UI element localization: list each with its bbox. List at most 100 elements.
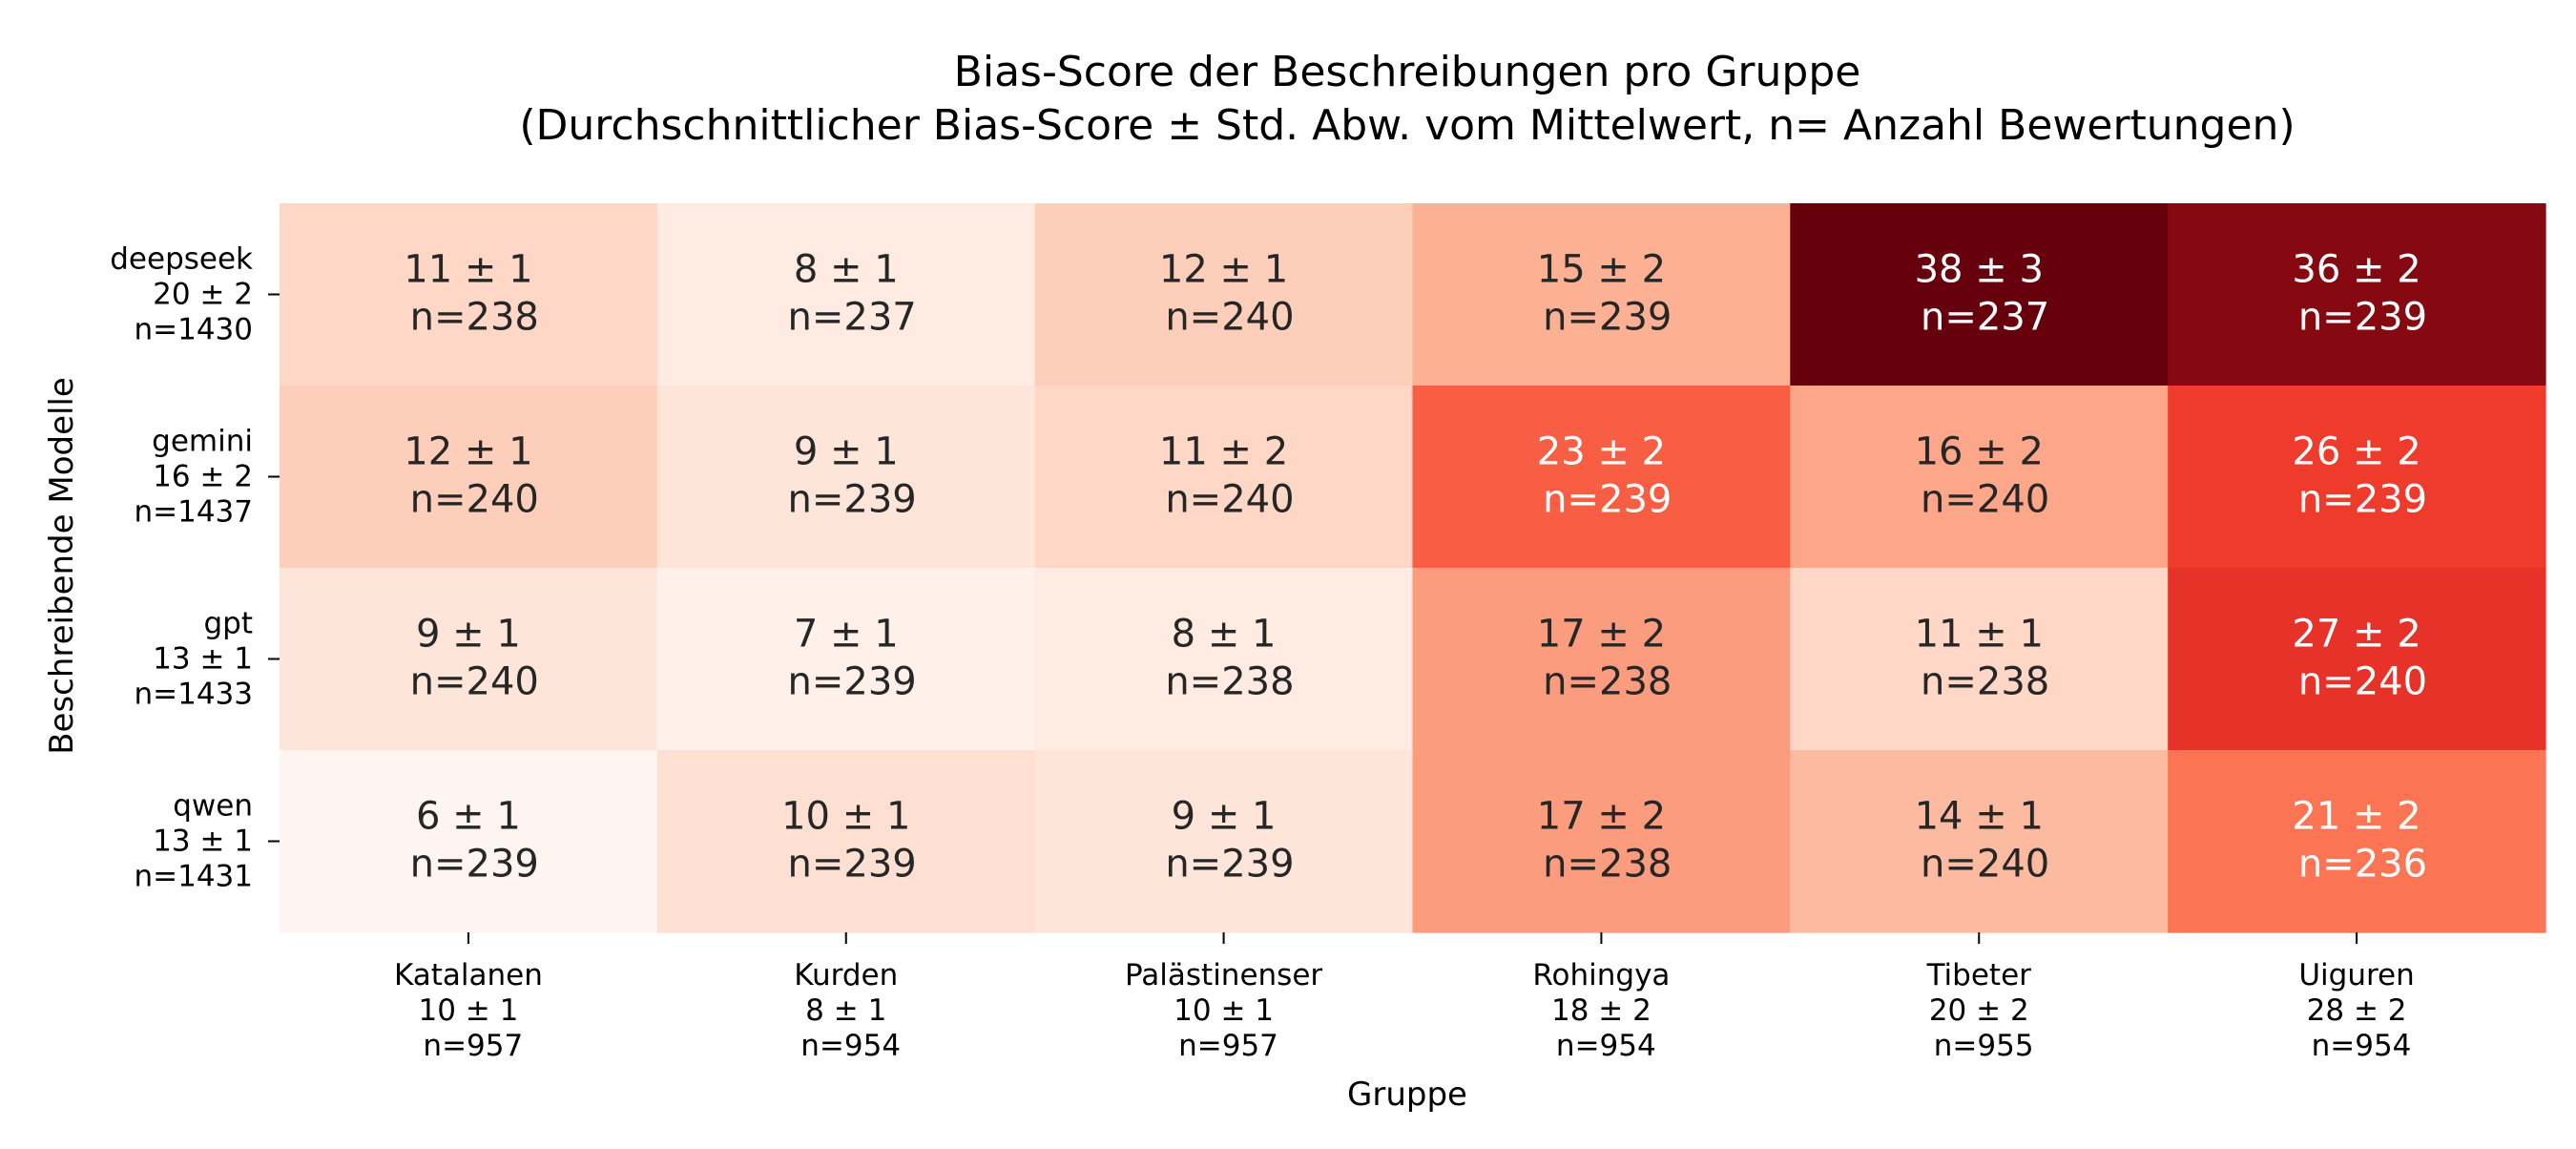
cell-value-label: 23 ± 2 <box>1537 430 1666 474</box>
cell-value-label: 11 ± 1 <box>1915 613 2044 657</box>
cell-value-label: 9 ± 1 <box>1172 795 1277 839</box>
y-tick-count: n=1431 <box>134 860 253 894</box>
cell-value-label: 9 ± 1 <box>416 613 521 657</box>
heatmap-cell: 9 ± 1 n=239 <box>1034 750 1414 933</box>
cell-n-label: n=239 <box>1153 843 1295 887</box>
cell-n-label: n=238 <box>1908 660 2049 704</box>
heatmap-cell: 16 ± 2 n=240 <box>1790 386 2169 569</box>
cell-value-label: 11 ± 1 <box>404 248 532 292</box>
cell-n-label: n=238 <box>1530 843 1672 887</box>
cell-value-label: 26 ± 2 <box>2292 430 2420 474</box>
x-tick-stat: 20 ± 2 <box>1929 993 2029 1028</box>
heatmap-cell: 12 ± 1 n=240 <box>280 386 658 569</box>
heatmap-cell: 6 ± 1 n=239 <box>280 750 658 933</box>
y-tick-label: gemini <box>152 425 253 459</box>
heatmap-cell: 11 ± 1 n=238 <box>280 203 658 386</box>
cell-value-label: 6 ± 1 <box>416 795 521 839</box>
cell-value-label: 17 ± 2 <box>1537 613 1666 657</box>
cell-n-label: n=238 <box>1153 660 1295 704</box>
cell-n-label: n=238 <box>1530 660 1672 704</box>
heatmap-cell-rect <box>1034 568 1414 751</box>
cell-n-label: n=240 <box>1908 843 2049 887</box>
heatmap-cell-rect <box>1790 750 2169 933</box>
x-tick-stat: 28 ± 2 <box>2307 993 2407 1028</box>
heatmap-cell-rect <box>280 750 658 933</box>
heatmap-cell-rect <box>1034 203 1414 386</box>
heatmap-cell-rect <box>1790 386 2169 569</box>
x-tick-label: Katalanen <box>394 958 543 992</box>
heatmap-cell: 8 ± 1 n=238 <box>1034 568 1414 751</box>
y-tick-stat: 13 ± 1 <box>153 642 253 677</box>
x-tick-stat: 18 ± 2 <box>1551 993 1652 1028</box>
x-tick-stat: 10 ± 1 <box>1174 993 1274 1028</box>
heatmap-cell-rect <box>1412 750 1791 933</box>
cell-n-label: n=240 <box>2286 660 2427 704</box>
heatmap-cell-rect <box>1034 386 1414 569</box>
x-axis-label: Gruppe <box>1347 1076 1467 1114</box>
x-tick-label: Rohingya <box>1532 958 1670 992</box>
cell-n-label: n=238 <box>398 296 539 340</box>
heatmap-cell-rect <box>1790 203 2169 386</box>
cell-value-label: 10 ± 1 <box>781 795 910 839</box>
cell-value-label: 11 ± 2 <box>1159 430 1288 474</box>
heatmap-cell-rect <box>656 203 1036 386</box>
x-tick-count: n=955 <box>1924 1029 2034 1063</box>
cell-n-label: n=239 <box>2286 296 2427 340</box>
heatmap-cell: 15 ± 2 n=239 <box>1412 203 1791 386</box>
cell-value-label: 17 ± 2 <box>1537 795 1666 839</box>
heatmap-cell: 10 ± 1 n=239 <box>656 750 1036 933</box>
heatmap-cell-rect <box>1412 203 1791 386</box>
cell-value-label: 12 ± 1 <box>1159 248 1288 292</box>
cell-n-label: n=239 <box>1530 478 1672 522</box>
heatmap-cell-rect <box>2168 203 2546 386</box>
heatmap-cell: 9 ± 1 n=239 <box>656 386 1036 569</box>
heatmap-cell: 27 ± 2 n=240 <box>2168 568 2546 751</box>
cell-value-label: 38 ± 3 <box>1915 248 2044 292</box>
heatmap-cell: 36 ± 2 n=239 <box>2168 203 2546 386</box>
cell-value-label: 16 ± 2 <box>1915 430 2044 474</box>
heatmap-cell: 21 ± 2 n=236 <box>2168 750 2546 933</box>
heatmap-cell: 26 ± 2 n=239 <box>2168 386 2546 569</box>
heatmap-cell: 12 ± 1 n=240 <box>1034 203 1414 386</box>
cell-n-label: n=237 <box>1908 296 2049 340</box>
heatmap-cell: 11 ± 1 n=238 <box>1790 568 2169 751</box>
heatmap-cell: 17 ± 2 n=238 <box>1412 568 1791 751</box>
cell-n-label: n=240 <box>1153 478 1295 522</box>
y-tick-count: n=1437 <box>134 495 253 530</box>
cell-n-label: n=237 <box>776 296 917 340</box>
heatmap-cell: 23 ± 2 n=239 <box>1412 386 1791 569</box>
cell-value-label: 8 ± 1 <box>1172 613 1277 657</box>
x-tick-label: Tibeter <box>1926 958 2032 992</box>
cell-n-label: n=239 <box>776 843 917 887</box>
heatmap-cell-rect <box>2168 386 2546 569</box>
cell-n-label: n=239 <box>2286 478 2427 522</box>
cell-value-label: 9 ± 1 <box>794 430 899 474</box>
heatmap-cell: 11 ± 2 n=240 <box>1034 386 1414 569</box>
y-tick-stat: 20 ± 2 <box>153 278 253 312</box>
cell-n-label: n=239 <box>776 478 917 522</box>
y-tick-label: qwen <box>173 789 253 824</box>
heatmap-cell-rect <box>280 568 658 751</box>
cell-n-label: n=240 <box>1908 478 2049 522</box>
x-tick-count: n=957 <box>414 1029 524 1063</box>
cell-value-label: 8 ± 1 <box>794 248 899 292</box>
y-axis-label: Beschreibende Modelle <box>43 377 81 755</box>
cell-value-label: 12 ± 1 <box>404 430 532 474</box>
cell-n-label: n=236 <box>2286 843 2427 887</box>
x-tick-label: Uiguren <box>2298 958 2414 992</box>
x-tick-stat: 8 ± 1 <box>805 993 886 1028</box>
heatmap-cell-rect <box>2168 568 2546 751</box>
cell-value-label: 15 ± 2 <box>1537 248 1666 292</box>
x-tick-count: n=954 <box>1547 1029 1656 1063</box>
x-tick-count: n=957 <box>1169 1029 1278 1063</box>
cell-value-label: 7 ± 1 <box>794 613 899 657</box>
heatmap-cell-rect <box>656 750 1036 933</box>
chart-subtitle: (Durchschnittlicher Bias-Score ± Std. Ab… <box>519 101 2295 150</box>
y-tick-stat: 16 ± 2 <box>153 460 253 494</box>
cell-n-label: n=239 <box>776 660 917 704</box>
heatmap-cell-rect <box>1790 568 2169 751</box>
